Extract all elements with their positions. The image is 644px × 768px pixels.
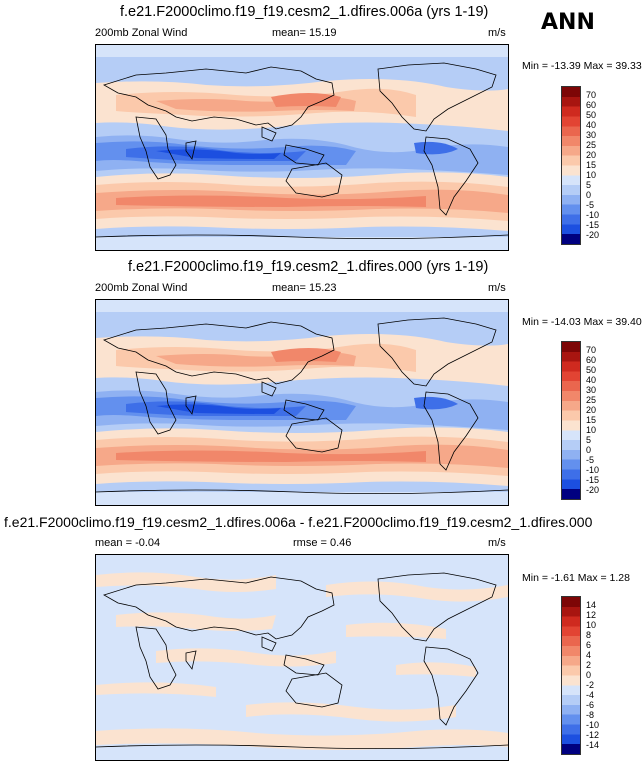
panel2-cb-label: 0: [586, 445, 592, 455]
panel1-cb-label: -20: [586, 230, 600, 240]
panel3-cb-label: -8: [586, 710, 595, 720]
panel2-cb-label: 30: [586, 385, 597, 395]
panel2-mean-value: 15.23: [309, 282, 337, 294]
panel3-title: f.e21.F2000climo.f19_f19.cesm2_1.dfires.…: [4, 514, 593, 530]
panel2-mean: mean= 15.23: [272, 282, 337, 294]
panel2-cb-label: -10: [586, 465, 600, 475]
panel1-mean-value: 15.19: [309, 27, 337, 39]
panel3-range: Min = -1.61 Max = 1.28: [522, 572, 630, 584]
panel1-cb-label: 25: [586, 140, 597, 150]
panel2-map: [95, 299, 509, 506]
panel2-cb-label: 60: [586, 355, 597, 365]
panel3-cb-label: 10: [586, 620, 597, 630]
panel1-cb-label: 15: [586, 160, 597, 170]
panel2-colorbar-box: [561, 341, 581, 500]
panel3-cb-label: 8: [586, 630, 592, 640]
panel2-cb-label: 50: [586, 365, 597, 375]
panel2-mean-label: mean=: [272, 282, 306, 294]
panel1-range: Min = -13.39 Max = 39.33: [522, 60, 642, 72]
panel3-cb-label: 0: [586, 670, 592, 680]
panel1-cb-label: -5: [586, 200, 595, 210]
panel3-cb-label: -10: [586, 720, 600, 730]
panel1-cb-label: 60: [586, 100, 597, 110]
panel1-cb-label: 50: [586, 110, 597, 120]
panel2-cb-label: 40: [586, 375, 597, 385]
panel3-cb-label: 2: [586, 660, 592, 670]
panel1-cb-label: 40: [586, 120, 597, 130]
panel2-cb-label: 15: [586, 415, 597, 425]
panel1-cb-label: 10: [586, 170, 597, 180]
panel2-range: Min = -14.03 Max = 39.40: [522, 316, 642, 328]
panel3-field: [96, 555, 508, 760]
panel1-cb-label: 0: [586, 190, 592, 200]
panel3-cb-label: 14: [586, 600, 597, 610]
panel1-field: [96, 45, 508, 250]
panel2-cb-label: -20: [586, 485, 600, 495]
panel3-mean-label: mean =: [95, 537, 132, 549]
panel1-cb-label: 70: [586, 90, 597, 100]
panel3-cb-label: 12: [586, 610, 597, 620]
panel1-title: f.e21.F2000climo.f19_f19.cesm2_1.dfires.…: [120, 4, 489, 20]
panel1-cb-label: 20: [586, 150, 597, 160]
panel3-cb-label: 4: [586, 650, 592, 660]
panel2-cb-label: 20: [586, 405, 597, 415]
panel2-cb-label: 5: [586, 435, 592, 445]
panel1-map: [95, 44, 509, 251]
panel1-cb-label: -10: [586, 210, 600, 220]
panel2-field: [96, 300, 508, 505]
panel3-map: [95, 554, 509, 761]
panel3-units: m/s: [488, 537, 506, 549]
panel2-cb-label: 70: [586, 345, 597, 355]
panel3-cb-label: 6: [586, 640, 592, 650]
panel3-mean-value: -0.04: [135, 537, 161, 549]
season-label: ANN: [541, 10, 595, 35]
panel2-variable: 200mb Zonal Wind: [95, 282, 188, 294]
panel3-cb-label: -12: [586, 730, 600, 740]
panel1-mean-label: mean=: [272, 27, 306, 39]
panel1-units: m/s: [488, 27, 506, 39]
panel2-cb-label: 10: [586, 425, 597, 435]
panel1-mean: mean= 15.19: [272, 27, 337, 39]
panel3-rmse-value: 0.46: [330, 537, 352, 549]
panel2-cb-label: -5: [586, 455, 595, 465]
panel1-cb-label: 5: [586, 180, 592, 190]
panel3-rmse-label: rmse =: [293, 537, 327, 549]
panel2-title: f.e21.F2000climo.f19_f19.cesm2_1.dfires.…: [128, 259, 489, 275]
panel1-cb-label: -15: [586, 220, 600, 230]
panel1-variable: 200mb Zonal Wind: [95, 27, 188, 39]
panel3-cb-label: -6: [586, 700, 595, 710]
panel3-cb-label: -2: [586, 680, 595, 690]
panel3-cb-label: -4: [586, 690, 595, 700]
panel3-cb-label: -14: [586, 740, 600, 750]
panel3-mean: mean = -0.04: [95, 537, 160, 549]
panel1-colorbar-box: [561, 86, 581, 245]
panel2-cb-label: -15: [586, 475, 600, 485]
panel3-rmse: rmse = 0.46: [293, 537, 351, 549]
panel3-colorbar-box: [561, 596, 581, 755]
panel1-cb-label: 30: [586, 130, 597, 140]
panel2-units: m/s: [488, 282, 506, 294]
panel2-cb-label: 25: [586, 395, 597, 405]
